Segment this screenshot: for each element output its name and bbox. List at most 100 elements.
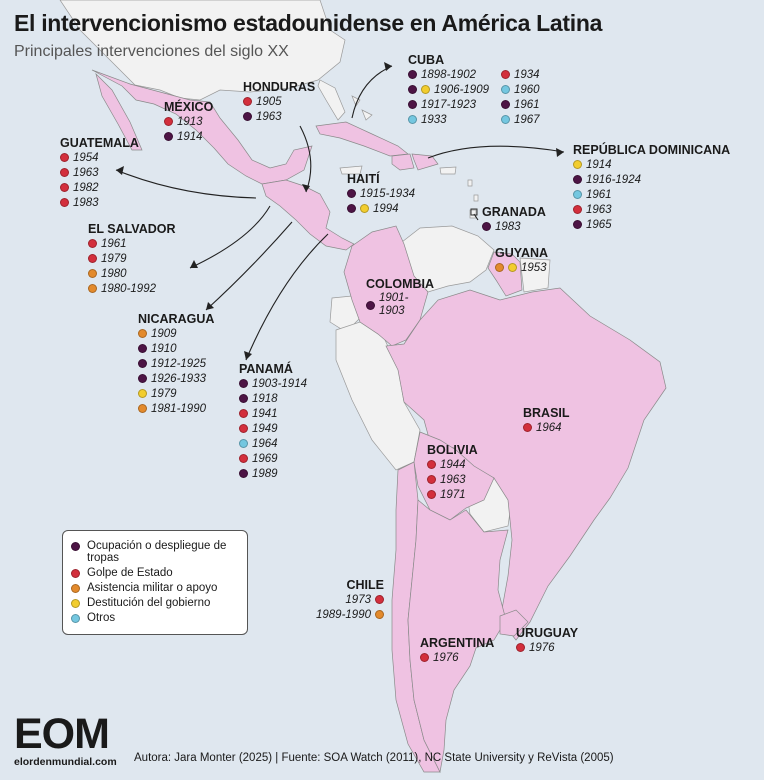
- event-list: 1944 1963 1971: [427, 457, 478, 502]
- map-subtitle: Principales intervenciones del siglo XX: [14, 43, 289, 60]
- event-dot-otros: [573, 190, 582, 199]
- land-haiti: [391, 153, 415, 171]
- country-panama: PANAMÁ 1903-1914 1918 1941 1949 1964 1969 1989: [239, 362, 307, 481]
- event-row: 1969: [239, 451, 307, 466]
- event-year: 1914: [586, 158, 612, 171]
- event-dot-ocupacion: [138, 359, 147, 368]
- event-row: 1903-1914: [239, 376, 307, 391]
- event-row: 1918: [239, 391, 307, 406]
- event-row: 1960: [501, 82, 540, 97]
- country-argentina: ARGENTINA 1976: [420, 636, 494, 665]
- event-list: 1964: [523, 420, 570, 435]
- arrowhead-cuba: [384, 62, 392, 71]
- country-chile: CHILE 1973 1989-1990: [316, 578, 384, 622]
- event-year: 1912-1925: [151, 357, 206, 370]
- logo-mark: EOM: [14, 710, 110, 758]
- country-name: URUGUAY: [516, 626, 579, 640]
- event-dot-destitucion: [421, 85, 430, 94]
- event-dot-asistencia: [138, 404, 147, 413]
- event-list: 1905 1963: [243, 94, 315, 124]
- event-year: 1941: [252, 407, 278, 420]
- event-year: 1976: [433, 651, 459, 664]
- event-dot-ocupacion: [239, 394, 248, 403]
- event-year: 1964: [252, 437, 278, 450]
- event-list: 1953: [495, 260, 548, 275]
- country-mexico: MÉXICO 1913 1914: [164, 100, 213, 144]
- event-row: 1994: [347, 201, 415, 216]
- event-row: 1963: [427, 472, 478, 487]
- event-dot-asistencia: [88, 284, 97, 293]
- arrowhead-panama: [244, 351, 252, 360]
- country-name: CHILE: [346, 578, 385, 592]
- event-dot-golpe: [573, 205, 582, 214]
- event-row: 1980-1992: [88, 281, 176, 296]
- event-dot-otros: [239, 439, 248, 448]
- event-list: 1901- 1903: [366, 291, 434, 319]
- map-title: El intervencionismo estadounidense en Am…: [14, 10, 603, 36]
- event-list: 1909 1910 1912-1925 1926-1933 1979 1981-1990: [138, 326, 214, 416]
- event-dot-destitucion: [573, 160, 582, 169]
- country-name: PANAMÁ: [239, 362, 293, 376]
- event-list: 1903-1914 1918 1941 1949 1964 1969 1989: [239, 376, 307, 481]
- leader-dominicana: [427, 145, 565, 159]
- country-name: MÉXICO: [164, 100, 214, 114]
- event-year: 1961: [514, 98, 540, 111]
- event-columns: 1898-1902 1906-1909 1917-1923 1933 1934 1960 1…: [408, 67, 540, 127]
- land-florida: [317, 79, 346, 121]
- event-year: 1898-1902: [421, 68, 476, 81]
- event-row: 1965: [573, 217, 730, 232]
- event-row: 1961: [501, 97, 540, 112]
- event-row: 1989: [239, 466, 307, 481]
- event-year: 1903-1914: [252, 377, 307, 390]
- country-guyana: GUYANA 1953: [495, 246, 548, 275]
- country-name: BRASIL: [523, 406, 570, 420]
- event-year: 1916-1924: [586, 173, 641, 186]
- country-uruguay: URUGUAY 1976: [516, 626, 578, 655]
- event-dot-golpe: [375, 595, 384, 604]
- event-column: 1934 1960 1961 1967: [501, 67, 540, 127]
- arrowhead-guatemala: [116, 166, 124, 175]
- event-row: 1914: [164, 129, 213, 144]
- land-brasil: [385, 287, 667, 641]
- event-row: 1905: [243, 94, 315, 109]
- legend-item-otros: Otros: [71, 612, 239, 624]
- event-dot-golpe: [239, 454, 248, 463]
- country-brasil: BRASIL 1964: [523, 406, 570, 435]
- event-dot-golpe: [427, 490, 436, 499]
- legend-label: Ocupación o despliegue de tropas: [87, 540, 227, 564]
- event-dot-golpe: [420, 653, 429, 662]
- country-colombia: COLOMBIA 1901- 1903: [366, 277, 434, 319]
- event-year: 1909: [151, 327, 177, 340]
- country-name: EL SALVADOR: [88, 222, 176, 236]
- country-name: NICARAGUA: [138, 312, 215, 326]
- event-row: 1934: [501, 67, 540, 82]
- legend-item-golpe: Golpe de Estado: [71, 567, 239, 579]
- event-year: 1973: [345, 593, 371, 606]
- eom-logo: EOM elordenmundial.com: [14, 712, 126, 772]
- event-row: 1954: [60, 150, 139, 165]
- land-mexico: [91, 69, 313, 185]
- event-dot-otros: [408, 115, 417, 124]
- country-name: BOLIVIA: [427, 443, 478, 457]
- land-lesser-antilles: [467, 179, 479, 219]
- event-row: 1953: [495, 260, 548, 275]
- event-year: 1906-1909: [434, 83, 489, 96]
- event-year: 1954: [73, 151, 99, 164]
- event-year: 1971: [440, 488, 466, 501]
- event-column: 1898-1902 1906-1909 1917-1923 1933: [408, 67, 489, 127]
- country-granada: GRANADA 1983: [482, 205, 546, 234]
- event-year: 1949: [252, 422, 278, 435]
- event-row: 1906-1909: [408, 82, 489, 97]
- event-year: 1979: [151, 387, 177, 400]
- credits: Autora: Jara Monter (2025) | Fuente: SOA…: [134, 752, 614, 764]
- event-row: 1983: [60, 195, 139, 210]
- event-year: 1960: [514, 83, 540, 96]
- event-dot-ocupacion: [501, 100, 510, 109]
- legend-item-asistencia: Asistencia militar o apoyo: [71, 582, 239, 594]
- event-dot-golpe: [60, 198, 69, 207]
- event-row: 1963: [60, 165, 139, 180]
- event-year: 1910: [151, 342, 177, 355]
- country-name: REPÚBLICA DOMINICANA: [573, 143, 731, 157]
- event-list: 1983: [482, 219, 546, 234]
- event-row: 1961: [88, 236, 176, 251]
